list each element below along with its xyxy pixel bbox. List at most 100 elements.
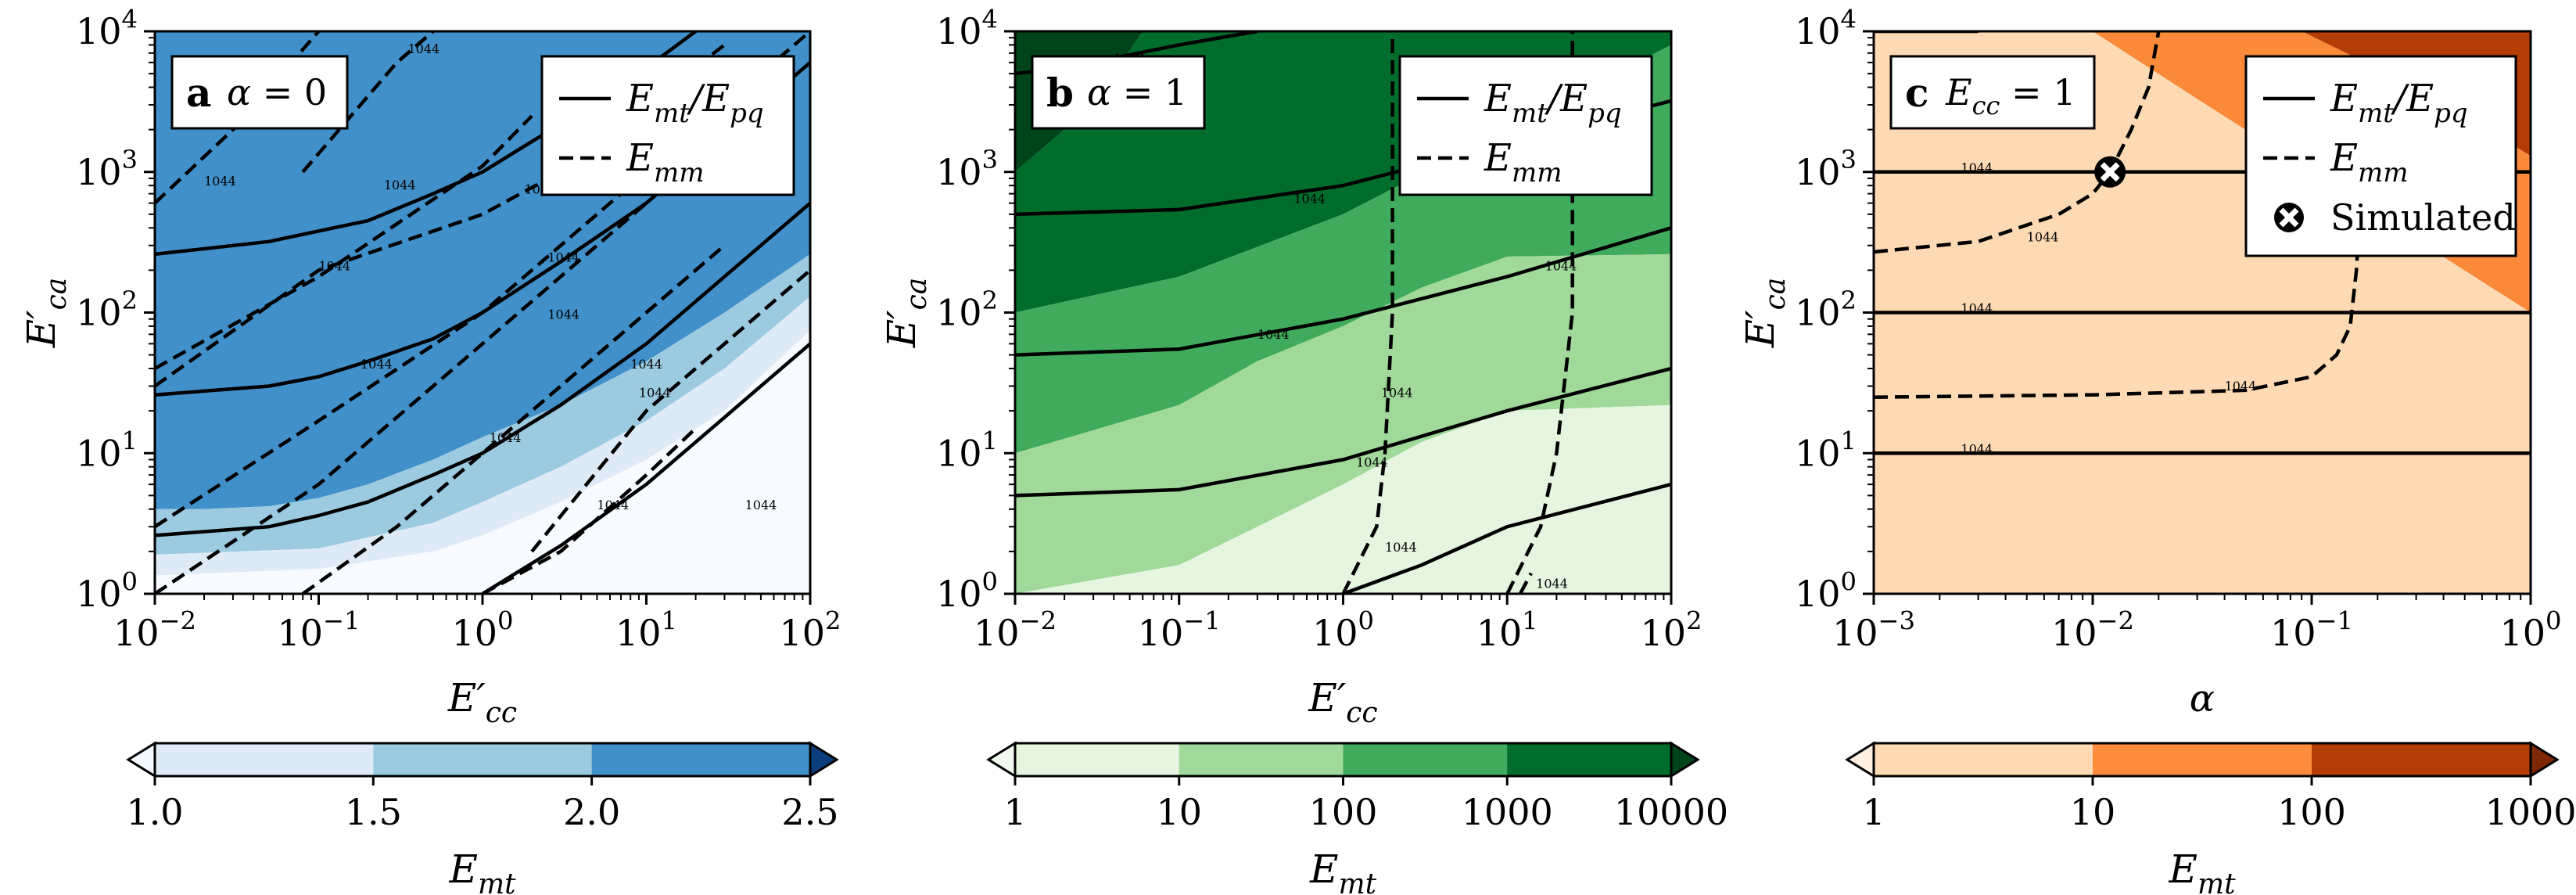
colorbar-tick-label: 1000 — [2485, 791, 2576, 833]
contour-fill-level-1 — [155, 253, 810, 555]
y-tick-label: 102 — [76, 286, 138, 334]
colorbar: 1 10 100 1000 10000 Emt — [986, 741, 1728, 895]
contour-fill-level-2 — [155, 297, 810, 576]
panel-tag: b α = 1 — [1031, 55, 1206, 130]
start: 1044 — [597, 498, 629, 512]
colorbar-under-arrow — [126, 741, 156, 778]
colorbar-segment — [1015, 743, 1180, 776]
contour-fill-level-4 — [1015, 404, 1671, 594]
start: 1044 — [547, 250, 579, 264]
colorbar-tick-label: 1.5 — [345, 791, 402, 833]
x-axis-label: E′cc — [447, 675, 517, 729]
emm-contour-line-5 — [1874, 171, 2364, 399]
x-tick-label: 10−2 — [113, 606, 196, 654]
simulated-marker — [2094, 156, 2126, 188]
colorbar-tick-label: 100 — [1309, 791, 1378, 833]
start: 1044 — [1381, 386, 1413, 401]
x-tick-label: 10−1 — [1138, 606, 1221, 654]
y-tick-label: 100 — [76, 566, 138, 615]
emm-contour-line-7 — [1518, 572, 1533, 594]
emt-contour-line-4 — [1342, 482, 1671, 594]
emt-contour-line-2 — [155, 201, 810, 537]
colorbar: 1 10 100 1000 Emt — [1845, 741, 2576, 895]
x-tick-label: 10−3 — [1832, 606, 1915, 654]
legend-label: Emm — [1484, 136, 1562, 189]
emm-contour-line-9 — [155, 159, 698, 594]
start: 1044 — [2225, 379, 2257, 394]
y-tick-label: 100 — [936, 566, 998, 615]
colorbar-segment — [2093, 743, 2312, 776]
x-tick-label: 100 — [451, 606, 513, 654]
colorbar-tick-label: 1000 — [1462, 791, 1553, 833]
colorbar-segment — [1179, 743, 1344, 776]
legend-label: Emt/Epq — [1484, 77, 1622, 129]
start: 1044 — [745, 498, 777, 512]
panel-tag: c Ecc = 1 — [1889, 55, 2096, 130]
colorbar-tick-label: 10 — [2070, 791, 2116, 833]
panel-letter: b — [1046, 70, 1074, 116]
emm-contour-line-5 — [1341, 31, 1394, 594]
y-tick-label: 101 — [936, 426, 998, 475]
colorbar-under-arrow — [986, 741, 1017, 778]
colorbar-over-arrow — [2529, 741, 2560, 778]
start: 1044 — [630, 357, 662, 372]
emm-contour-line-10 — [301, 243, 726, 594]
x-tick-label: 10−2 — [2051, 606, 2134, 654]
x-tick-label: 102 — [779, 606, 841, 654]
start: 1044 — [361, 357, 393, 372]
start: 1044 — [204, 174, 236, 189]
colorbar-label: Emt — [1309, 846, 1377, 895]
y-tick-label: 104 — [76, 4, 138, 52]
legend: Emt/Epq Emm — [1398, 55, 1653, 196]
colorbar-tick-label: 1 — [1862, 791, 1885, 833]
contour-label-bg — [1954, 0, 2032, 41]
colorbar-label: Emt — [448, 846, 516, 895]
emm-contour-line-11 — [530, 268, 810, 553]
start: 1044 — [1961, 301, 1993, 316]
y-tick-label: 103 — [936, 145, 998, 193]
colorbar-segment — [1343, 743, 1508, 776]
x-tick-label: 100 — [1312, 606, 1374, 654]
colorbar-over-arrow — [809, 741, 839, 778]
legend-label: Emt/Epq — [2330, 77, 2468, 129]
y-tick-label: 101 — [76, 426, 138, 475]
emt-contour-line-3 — [1015, 366, 1671, 498]
x-tick-label: 101 — [1476, 606, 1538, 654]
emm-contour-line-4 — [301, 31, 435, 174]
colorbar-over-arrow — [1670, 741, 1700, 778]
colorbar-segment — [1874, 743, 2093, 776]
x-axis-label: E′cc — [1308, 675, 1377, 729]
x-tick-label: 10−1 — [278, 606, 361, 654]
start: 1044 — [2027, 230, 2059, 245]
start: 1044 — [407, 41, 439, 56]
x-tick-label: 10−2 — [974, 606, 1057, 654]
y-tick-label: 103 — [1795, 145, 1857, 193]
y-tick-label: 102 — [1795, 286, 1857, 334]
start: 1044 — [639, 386, 671, 401]
x-axis-label: α — [2190, 677, 2215, 721]
emm-contour-line-12 — [481, 426, 698, 594]
y-tick-label: 102 — [936, 286, 998, 334]
emm-contour-line-6 — [1505, 31, 1574, 594]
colorbar-segment — [373, 743, 593, 776]
colorbar-tick-label: 2.0 — [563, 791, 620, 833]
start: 1044 — [1961, 20, 1993, 34]
start: 1044 — [547, 307, 579, 322]
x-tick-label: 10−1 — [2270, 606, 2353, 654]
contour-fill-level-3 — [155, 330, 810, 594]
colorbar-label: Emt — [2168, 846, 2236, 895]
y-axis-label: E′ca — [879, 278, 933, 348]
panel-letter: a — [186, 70, 211, 116]
emt-contour-line-3 — [481, 342, 810, 594]
panel-letter: c — [1905, 70, 1928, 116]
y-tick-label: 104 — [936, 4, 998, 52]
legend-label: Emm — [626, 136, 705, 189]
colorbar-segment — [591, 743, 811, 776]
colorbar-under-arrow — [1845, 741, 1875, 778]
contour-fill-level-3 — [1015, 253, 1671, 594]
y-tick-label: 103 — [76, 145, 138, 193]
start: 1044 — [1258, 327, 1290, 342]
colorbar-tick-label: 10 — [1156, 791, 1202, 833]
